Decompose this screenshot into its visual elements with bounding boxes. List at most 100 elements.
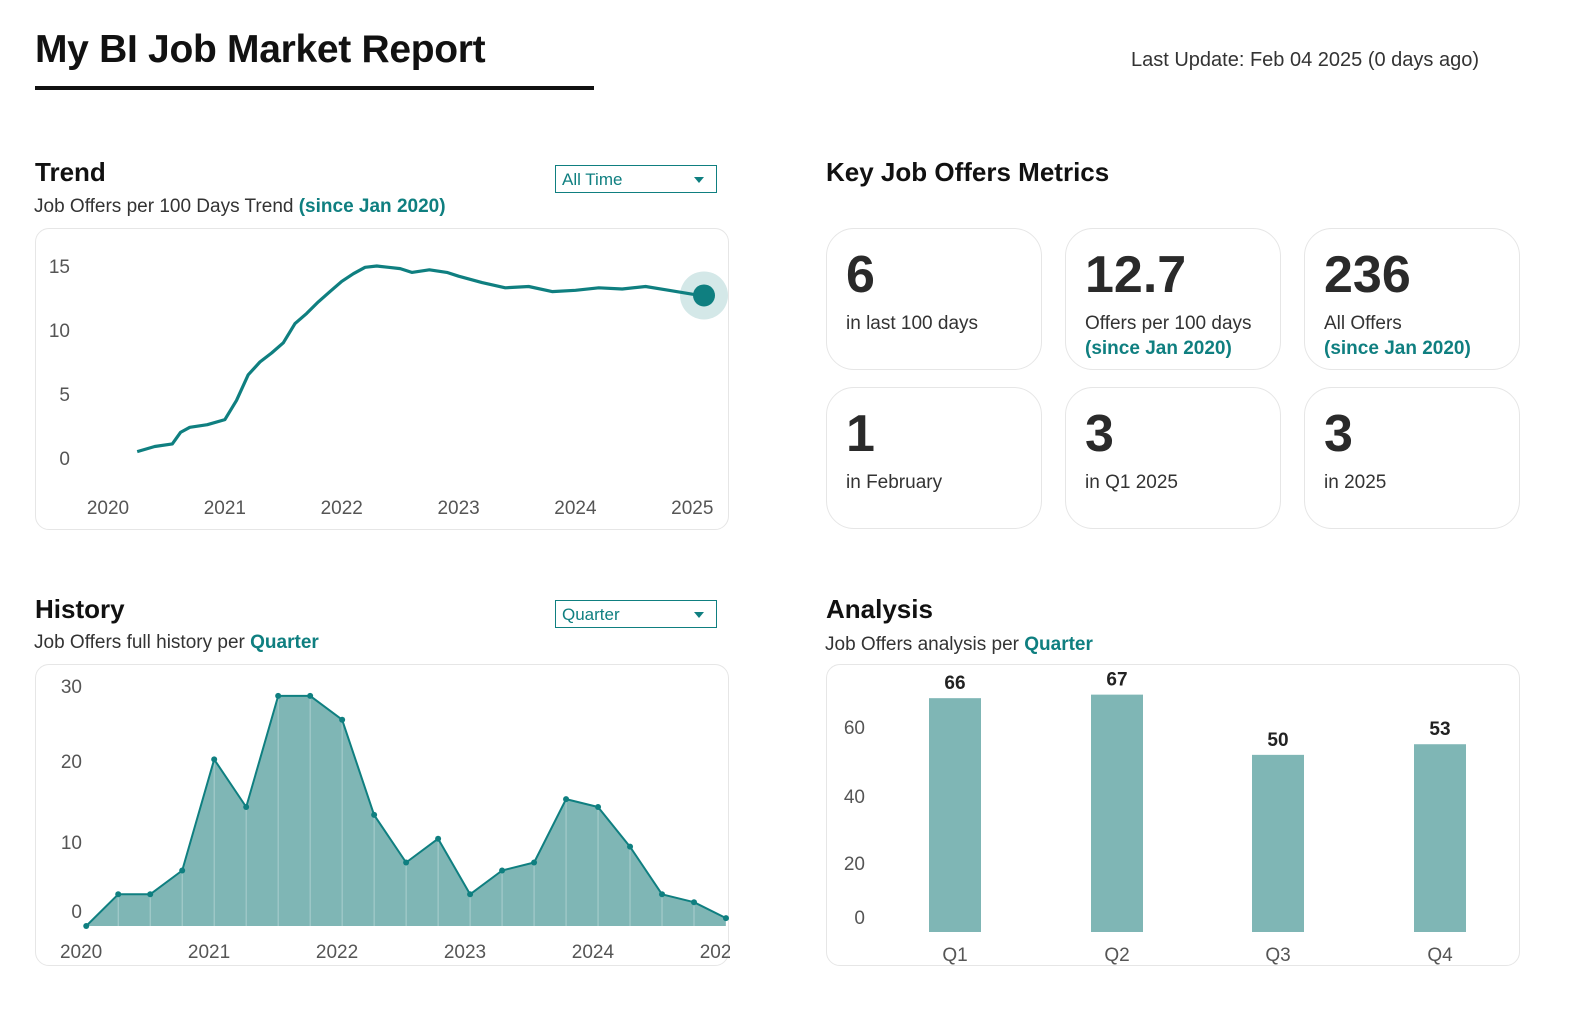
trend-title: Trend [35,157,106,187]
history-subtitle: Job Offers full history per Quarter [34,632,319,654]
x-tick-label: Q3 [1265,945,1290,966]
trend-line-chart: 0 5 10 15 2020 2021 2022 2023 2024 2025 [49,257,728,519]
history-data-point [723,915,729,922]
x-tick-label: 2025 [700,942,730,963]
history-dropdown-value: Quarter [562,605,620,624]
analysis-chart-panel: 0 20 40 60 66 Q1 67 Q2 50 Q3 53 Q4 [826,664,1520,966]
history-data-point [531,859,538,866]
caret-down-icon [694,177,704,183]
history-data-point [499,867,506,874]
x-tick-label: Q1 [942,945,967,966]
kpi-label: All Offers [1324,313,1402,334]
history-data-point [563,796,570,803]
kpi-card-offers-per-100-days: 12.7 Offers per 100 days (since Jan 2020… [1065,228,1281,370]
history-data-point [691,899,698,906]
history-data-point [435,835,442,842]
history-data-point [83,923,90,929]
y-tick-label: 30 [61,677,82,698]
history-data-point [147,891,154,898]
x-tick-label: 2020 [60,942,102,963]
kpi-label-accent: (since Jan 2020) [1085,338,1232,359]
bar-q1 [929,698,981,932]
history-area-fill [86,695,726,926]
bar-data-label: 50 [1267,730,1288,751]
history-data-point [371,811,378,818]
last-update-text: Last Update: Feb 04 2025 (0 days ago) [1131,49,1480,71]
metrics-title: Key Job Offers Metrics [826,157,1110,187]
last-point-marker [693,284,715,307]
x-tick-label: 2020 [87,498,129,519]
kpi-value: 3 [1324,405,1353,463]
history-subtitle-text: Job Offers full history per [34,632,245,653]
x-tick-label: 2024 [554,498,597,519]
x-tick-label: 2021 [204,498,246,519]
trend-series-line [136,264,705,454]
y-tick-label: 20 [61,752,82,773]
analysis-subtitle-text: Job Offers analysis per [825,634,1019,655]
history-data-point [307,692,314,699]
kpi-label: in 2025 [1324,472,1387,493]
y-tick-label: 15 [49,257,70,278]
y-tick-label: 60 [844,718,865,739]
kpi-label: in last 100 days [846,313,979,334]
kpi-value: 3 [1085,405,1114,463]
history-data-point [243,804,250,810]
kpi-value: 236 [1324,246,1411,304]
kpi-label: in February [846,472,943,493]
history-area-chart: 0 10 20 30 2020 2021 2022 2023 2024 2025 [60,677,730,963]
caret-down-icon [694,612,704,618]
trend-dropdown-value: All Time [562,170,623,189]
history-data-point [627,843,634,850]
history-granularity-dropdown[interactable]: Quarter [555,600,717,628]
history-data-point [211,756,218,763]
history-data-point [403,859,410,866]
history-subtitle-accent: Quarter [250,632,319,653]
trend-subtitle-text: Job Offers per 100 Days Trend [34,196,294,217]
page-title: My BI Job Market Report [35,28,486,71]
analysis-subtitle: Job Offers analysis per Quarter [825,634,1093,656]
kpi-card-february: 1 in February [826,387,1042,529]
x-tick-label: Q4 [1427,945,1453,966]
history-chart-panel: 0 10 20 30 2020 2021 2022 2023 2024 2025 [35,664,730,966]
x-tick-label: 2025 [671,498,713,519]
x-tick-label: 2021 [188,942,230,963]
kpi-card-last-100-days: 6 in last 100 days [826,228,1042,370]
y-tick-label: 20 [844,854,865,875]
bar-data-label: 53 [1429,719,1450,740]
bar-q2 [1091,694,1143,932]
bar-q3 [1252,754,1304,932]
kpi-value: 1 [846,405,875,463]
trend-chart-panel: 0 5 10 15 2020 2021 2022 2023 2024 2025 [35,228,729,530]
bar-q4 [1414,744,1466,932]
y-tick-label: 0 [59,449,70,470]
x-tick-label: Q2 [1104,945,1129,966]
trend-subtitle-accent: (since Jan 2020) [298,196,446,217]
y-tick-label: 0 [71,902,82,923]
history-data-point [595,804,602,810]
x-tick-label: 2023 [437,498,479,519]
trend-period-dropdown[interactable]: All Time [555,165,717,193]
y-tick-label: 5 [59,385,70,406]
y-tick-label: 10 [61,833,82,854]
y-tick-label: 10 [49,321,70,342]
kpi-value: 6 [846,246,875,304]
history-data-point [659,891,666,898]
y-tick-label: 0 [854,908,865,929]
history-data-point [115,891,122,898]
history-data-point [339,716,346,723]
kpi-label: Offers per 100 days [1085,313,1252,334]
analysis-subtitle-accent: Quarter [1024,634,1093,655]
analysis-bar-chart: 0 20 40 60 66 Q1 67 Q2 50 Q3 53 Q4 [844,670,1466,966]
y-tick-label: 40 [844,787,865,808]
analysis-title: Analysis [826,594,933,624]
bar-data-label: 66 [944,673,965,694]
bar-data-label: 67 [1106,670,1127,691]
history-data-point [179,867,186,874]
kpi-label: in Q1 2025 [1085,472,1178,493]
kpi-value: 12.7 [1085,246,1187,304]
x-tick-label: 2024 [572,942,615,963]
title-underline [35,86,594,90]
kpi-card-all-offers: 236 All Offers (since Jan 2020) [1304,228,1520,370]
trend-subtitle: Job Offers per 100 Days Trend (since Jan… [34,196,446,218]
kpi-card-2025: 3 in 2025 [1304,387,1520,529]
